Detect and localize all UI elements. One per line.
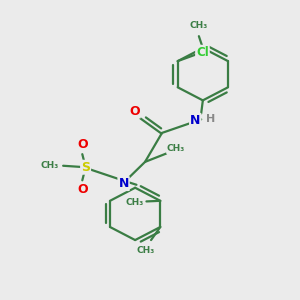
Text: O: O	[77, 138, 88, 151]
Text: S: S	[81, 161, 90, 174]
Text: CH₃: CH₃	[41, 161, 59, 170]
Text: CH₃: CH₃	[137, 246, 155, 255]
Text: O: O	[77, 183, 88, 196]
Text: CH₃: CH₃	[167, 144, 185, 153]
Text: H: H	[206, 114, 215, 124]
Text: O: O	[129, 105, 140, 118]
Text: Cl: Cl	[196, 46, 209, 59]
Text: N: N	[190, 114, 200, 127]
Text: N: N	[118, 177, 129, 190]
Text: CH₃: CH₃	[190, 21, 208, 30]
Text: CH₃: CH₃	[125, 198, 144, 207]
